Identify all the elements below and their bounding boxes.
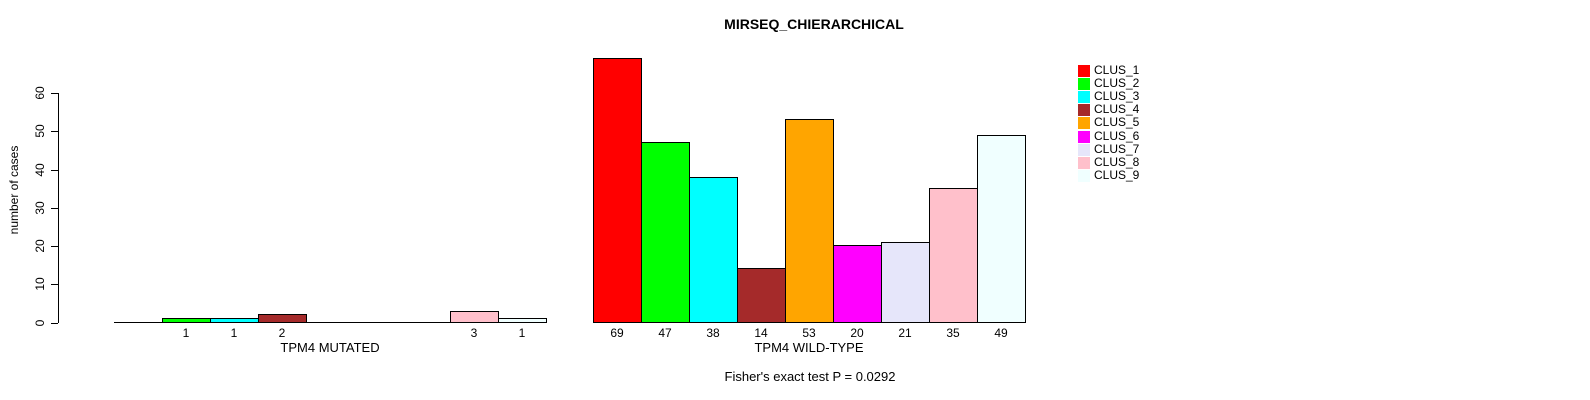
bar-clus_2-mutated bbox=[162, 318, 211, 323]
bar-clus_8-mutated bbox=[450, 311, 499, 323]
bar-clus_9-mutated bbox=[498, 318, 547, 323]
legend-item-clus_9: CLUS_9 bbox=[1078, 169, 1139, 182]
bar-value-label: 2 bbox=[278, 326, 286, 340]
bar-clus_7-wildtype bbox=[881, 242, 930, 323]
y-tick-label: 20 bbox=[33, 239, 47, 253]
legend-swatch-icon bbox=[1078, 169, 1090, 182]
y-tick bbox=[51, 246, 58, 247]
legend-item-clus_3: CLUS_3 bbox=[1078, 90, 1139, 103]
y-axis-line bbox=[58, 93, 59, 323]
bar-clus_4-mutated bbox=[258, 314, 307, 323]
x-axis-baseline bbox=[114, 322, 547, 323]
y-tick-label: 0 bbox=[33, 319, 47, 326]
group-label: TPM4 WILD-TYPE bbox=[754, 340, 864, 355]
fisher-test-annotation: Fisher's exact test P = 0.0292 bbox=[724, 369, 896, 384]
y-tick bbox=[51, 170, 58, 171]
y-tick-label: 50 bbox=[33, 124, 47, 138]
legend-label: CLUS_7 bbox=[1094, 142, 1140, 156]
bar-clus_2-wildtype bbox=[641, 142, 690, 323]
y-tick-label: 10 bbox=[33, 277, 47, 291]
y-axis-title: number of cases bbox=[7, 145, 21, 235]
bar-value-label: 1 bbox=[230, 326, 238, 340]
y-tick bbox=[51, 208, 58, 209]
y-tick bbox=[51, 93, 58, 94]
bar-clus_3-wildtype bbox=[689, 177, 738, 323]
bar-clus_3-mutated bbox=[210, 318, 259, 323]
legend-item-clus_2: CLUS_2 bbox=[1078, 77, 1139, 90]
bar-value-label: 35 bbox=[946, 326, 960, 340]
legend-label: CLUS_4 bbox=[1094, 102, 1140, 116]
y-tick bbox=[51, 131, 58, 132]
bar-value-label: 1 bbox=[518, 326, 526, 340]
bar-value-label: 53 bbox=[802, 326, 816, 340]
legend-label: CLUS_9 bbox=[1094, 168, 1140, 182]
legend-item-clus_8: CLUS_8 bbox=[1078, 156, 1139, 169]
plot-title: MIRSEQ_CHIERARCHICAL bbox=[724, 16, 904, 32]
bar-clus_5-wildtype bbox=[785, 119, 834, 323]
bar-clus_4-wildtype bbox=[737, 268, 786, 323]
legend-swatch-icon bbox=[1078, 130, 1090, 143]
bar-value-label: 14 bbox=[754, 326, 768, 340]
bar-value-label: 20 bbox=[850, 326, 864, 340]
legend-label: CLUS_1 bbox=[1094, 63, 1140, 77]
bar-value-label: 69 bbox=[610, 326, 624, 340]
legend-swatch-icon bbox=[1078, 156, 1090, 169]
bar-clus_9-wildtype bbox=[977, 135, 1026, 323]
legend-swatch-icon bbox=[1078, 103, 1090, 116]
legend-label: CLUS_8 bbox=[1094, 155, 1140, 169]
legend-label: CLUS_5 bbox=[1094, 115, 1140, 129]
legend-label: CLUS_2 bbox=[1094, 76, 1140, 90]
bar-clus_1-wildtype bbox=[593, 58, 642, 323]
y-tick bbox=[51, 323, 58, 324]
legend-item-clus_4: CLUS_4 bbox=[1078, 103, 1139, 116]
bar-value-label: 1 bbox=[182, 326, 190, 340]
legend-swatch-icon bbox=[1078, 116, 1090, 129]
legend-swatch-icon bbox=[1078, 64, 1090, 77]
legend-label: CLUS_3 bbox=[1094, 89, 1140, 103]
legend-swatch-icon bbox=[1078, 77, 1090, 90]
y-tick-label: 60 bbox=[33, 86, 47, 100]
group-label: TPM4 MUTATED bbox=[280, 340, 380, 355]
legend-swatch-icon bbox=[1078, 90, 1090, 103]
bar-clus_8-wildtype bbox=[929, 188, 978, 323]
legend-item-clus_7: CLUS_7 bbox=[1078, 143, 1139, 156]
legend-item-clus_1: CLUS_1 bbox=[1078, 64, 1139, 77]
legend-item-clus_5: CLUS_5 bbox=[1078, 116, 1139, 129]
bar-value-label: 49 bbox=[994, 326, 1008, 340]
legend-label: CLUS_6 bbox=[1094, 129, 1140, 143]
y-tick-label: 40 bbox=[33, 162, 47, 177]
bar-clus_6-wildtype bbox=[833, 245, 882, 323]
bar-value-label: 47 bbox=[658, 326, 672, 340]
bar-value-label: 3 bbox=[470, 326, 478, 340]
legend-item-clus_6: CLUS_6 bbox=[1078, 130, 1139, 143]
y-tick bbox=[51, 284, 58, 285]
y-tick-label: 30 bbox=[33, 201, 47, 215]
bar-value-label: 38 bbox=[706, 326, 720, 340]
legend-swatch-icon bbox=[1078, 143, 1090, 156]
bar-value-label: 21 bbox=[898, 326, 912, 340]
